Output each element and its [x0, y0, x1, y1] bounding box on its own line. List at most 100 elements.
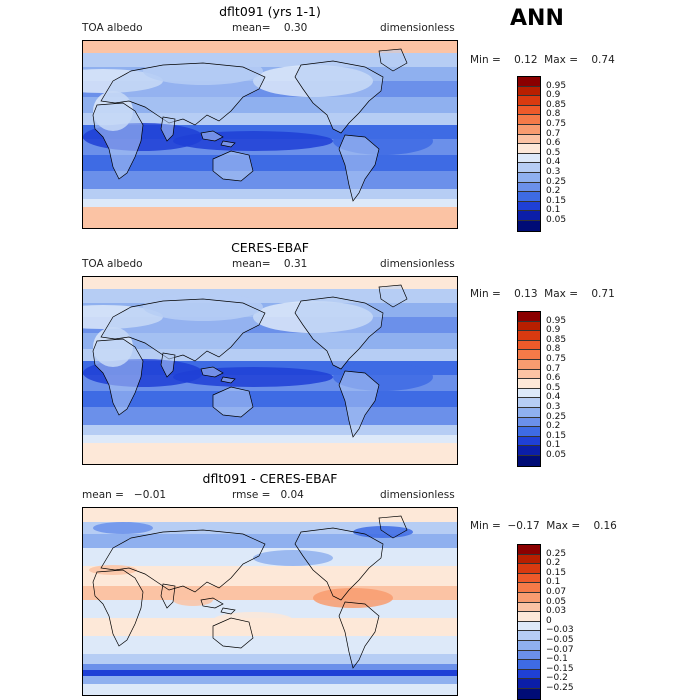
colorbar-swatch: [518, 640, 540, 651]
panel-3-minmax: Min = −0.17 Max = 0.16: [470, 520, 617, 532]
colorbar-swatch: [518, 96, 540, 106]
colorbar-tick-label: 0.8: [546, 344, 561, 355]
panel-3-units: dimensionless: [380, 489, 455, 501]
colorbar-tick-label: 0.15: [546, 430, 567, 441]
colorbar-swatch: [518, 612, 540, 622]
colorbar-tick-label: 0.6: [546, 138, 561, 149]
colorbar-tick-label: 0.8: [546, 109, 561, 120]
colorbar-swatch: [518, 602, 540, 613]
colorbar-tick-label: 0.1: [546, 440, 561, 451]
colorbar-tick-label: −0.15: [546, 663, 574, 674]
colorbar-swatch: [518, 679, 540, 689]
colorbar-swatch: [518, 407, 540, 418]
colorbar-swatch: [518, 86, 540, 97]
colorbar-swatch: [518, 592, 540, 603]
colorbar-swatch: [518, 312, 540, 322]
colorbar-swatch: [518, 554, 540, 565]
panel-3-mean: mean = −0.01: [82, 489, 167, 501]
colorbar-tick-label: 0.5: [546, 382, 561, 393]
colorbar-swatch: [518, 134, 540, 145]
colorbar-tick-label: 0.9: [546, 325, 561, 336]
colorbar-tick-label: 0.3: [546, 402, 561, 412]
colorbar-swatch: [518, 211, 540, 221]
colorbar-tick-label: 0.85: [546, 99, 567, 110]
colorbar-swatch: [518, 350, 540, 360]
colorbar-tick-label: −0.1: [546, 654, 568, 665]
colorbar-swatch: [518, 172, 540, 183]
colorbar-swatch: [518, 417, 540, 428]
colorbar-tick-label: 0.07: [546, 587, 567, 597]
colorbar-swatch: [518, 192, 540, 202]
colorbar-tick-label: 0.9: [546, 90, 561, 101]
colorbar-tick-label: 0.7: [546, 128, 561, 139]
colorbar-swatch: [518, 369, 540, 380]
panel-1-mean: mean= 0.30: [232, 22, 308, 34]
season-label: ANN: [510, 6, 564, 31]
panel-1-map: [82, 40, 458, 229]
colorbar-swatch: [518, 182, 540, 193]
colorbar-tick-label: 0.95: [546, 315, 567, 326]
colorbar-tick-label: 0.75: [546, 119, 567, 129]
colorbar-swatch: [518, 631, 540, 641]
panel-2-colorbar: [517, 311, 541, 467]
colorbar-swatch: [518, 340, 540, 351]
colorbar-tick-label: 0.03: [546, 606, 567, 617]
colorbar-swatch: [518, 220, 540, 231]
panel-2-map: [82, 276, 458, 465]
colorbar-swatch: [518, 331, 540, 341]
colorbar-swatch: [518, 144, 540, 154]
panel-2-title: CERES-EBAF: [231, 240, 309, 255]
colorbar-tick-label: 0.05: [546, 450, 567, 460]
colorbar-tick-label: −0.07: [546, 644, 574, 655]
panel-3-colorbar: [517, 544, 541, 700]
panel-3-map: [82, 507, 458, 696]
colorbar-tick-label: −0.03: [546, 625, 574, 636]
colorbar-swatch: [518, 436, 540, 447]
colorbar-swatch: [518, 153, 540, 164]
colorbar-tick-label: 0.3: [546, 167, 561, 177]
colorbar-swatch: [518, 564, 540, 574]
colorbar-tick-label: 0.5: [546, 147, 561, 158]
panel-1-colorbar: [517, 76, 541, 232]
colorbar-tick-label: 0.25: [546, 176, 567, 187]
colorbar-swatch: [518, 359, 540, 370]
colorbar-tick-label: 0.05: [546, 215, 567, 225]
colorbar-tick-label: 0.95: [546, 80, 567, 91]
panel-2-variable: TOA albedo: [82, 258, 143, 270]
colorbar-swatch: [518, 321, 540, 332]
panel-1-units: dimensionless: [380, 22, 455, 34]
colorbar-tick-label: 0.05: [546, 596, 567, 607]
colorbar-swatch: [518, 163, 540, 173]
colorbar-tick-label: 0: [546, 615, 552, 626]
colorbar-swatch: [518, 573, 540, 584]
panel-1-variable: TOA albedo: [82, 22, 143, 34]
colorbar-tick-label: 0.75: [546, 354, 567, 364]
colorbar-tick-label: 0.2: [546, 558, 561, 569]
colorbar-tick-label: −0.05: [546, 635, 574, 645]
panel-1-minmax: Min = 0.12 Max = 0.74: [470, 54, 615, 66]
colorbar-tick-label: 0.6: [546, 373, 561, 384]
panel-3-title: dflt091 - CERES-EBAF: [202, 471, 338, 486]
colorbar-swatch: [518, 583, 540, 593]
colorbar-swatch: [518, 105, 540, 116]
colorbar-swatch: [518, 688, 540, 699]
colorbar-swatch: [518, 455, 540, 466]
colorbar-tick-label: 0.15: [546, 195, 567, 206]
colorbar-swatch: [518, 115, 540, 125]
panel-3-rmse: rmse = 0.04: [232, 489, 304, 501]
colorbar-swatch: [518, 398, 540, 408]
colorbar-tick-label: 0.1: [546, 577, 561, 588]
colorbar-tick-label: 0.1: [546, 205, 561, 216]
colorbar-swatch: [518, 669, 540, 680]
colorbar-tick-label: 0.2: [546, 421, 561, 432]
colorbar-swatch: [518, 660, 540, 670]
colorbar-swatch: [518, 379, 540, 389]
colorbar-tick-label: 0.4: [546, 157, 561, 168]
colorbar-swatch: [518, 201, 540, 212]
colorbar-tick-label: 0.85: [546, 334, 567, 345]
panel-2-units: dimensionless: [380, 258, 455, 270]
colorbar-swatch: [518, 427, 540, 437]
colorbar-tick-label: 0.7: [546, 363, 561, 374]
panel-2-minmax: Min = 0.13 Max = 0.71: [470, 288, 615, 300]
colorbar-tick-label: 0.2: [546, 186, 561, 197]
